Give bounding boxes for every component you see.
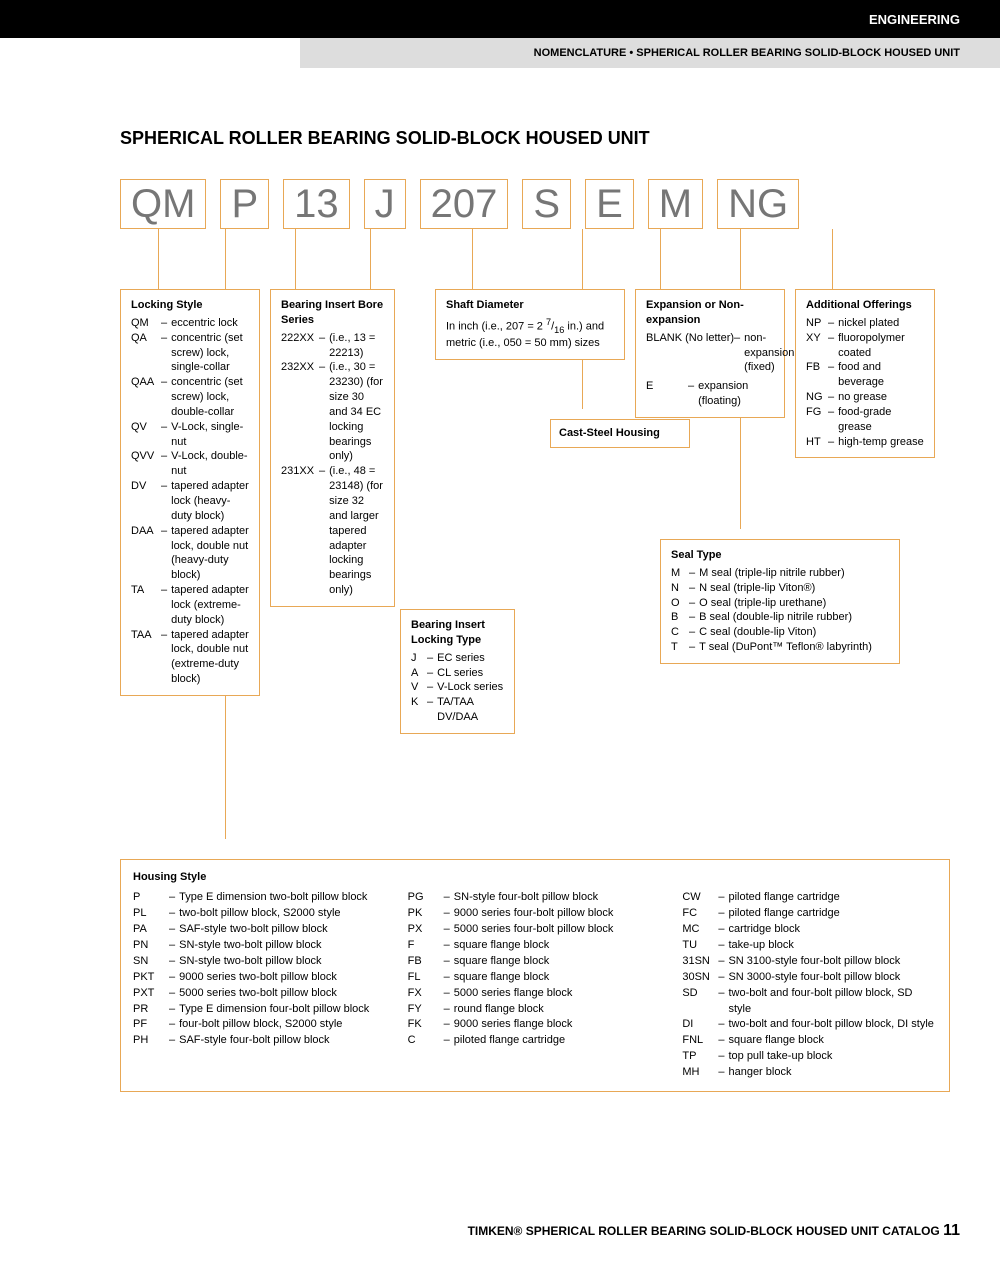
legend-title: Shaft Diameter	[446, 298, 614, 313]
legend-title: Bearing Insert Bore Series	[281, 298, 384, 328]
legend-title: Seal Type	[671, 548, 889, 563]
legend-row: 31SN–SN 3100-style four-bolt pillow bloc…	[682, 954, 937, 970]
legend-row: PH–SAF-style four-bolt pillow block	[133, 1033, 388, 1049]
legend-row: A–CL series	[411, 666, 504, 681]
legend-row: O–O seal (triple-lip urethane)	[671, 596, 889, 611]
legend-row: PN–SN-style two-bolt pillow block	[133, 938, 388, 954]
legend-row: QV–V-Lock, single-nut	[131, 420, 249, 450]
code-box: S	[522, 179, 571, 229]
legend-row: FL–square flange block	[408, 970, 663, 986]
legend-row: PR–Type E dimension four-bolt pillow blo…	[133, 1002, 388, 1018]
legend-row: QM–eccentric lock	[131, 316, 249, 331]
legend-row: PK–9000 series four-bolt pillow block	[408, 906, 663, 922]
page-number: 11	[943, 1222, 960, 1239]
page-footer: TIMKEN® SPHERICAL ROLLER BEARING SOLID-B…	[468, 1222, 960, 1240]
legend-row: FNL–square flange block	[682, 1033, 937, 1049]
legend-row: PF–four-bolt pillow block, S2000 style	[133, 1017, 388, 1033]
code-box: NG	[717, 179, 799, 229]
legend-locking-type: Bearing Insert Locking Type J–EC seriesA…	[400, 609, 515, 734]
code-box: P	[220, 179, 269, 229]
legend-row: PL–two-bolt pillow block, S2000 style	[133, 906, 388, 922]
code-box: 207	[420, 179, 509, 229]
legend-title: Housing Style	[133, 870, 937, 886]
legend-row: T–T seal (DuPont™ Teflon® labyrinth)	[671, 640, 889, 655]
legend-row: FB–food and beverage	[806, 360, 924, 390]
code-box: QM	[120, 179, 206, 229]
legend-row: PG–SN-style four-bolt pillow block	[408, 890, 663, 906]
legend-row: XY–fluoropolymer coated	[806, 331, 924, 361]
legend-row: N–N seal (triple-lip Viton®)	[671, 581, 889, 596]
legend-title: Expansion or Non-expansion	[646, 298, 774, 328]
legend-row: C–C seal (double-lip Viton)	[671, 625, 889, 640]
legend-cast-steel: Cast-Steel Housing	[550, 419, 690, 448]
legend-row: SD–two-bolt and four-bolt pillow block, …	[682, 986, 937, 1018]
legend-row: QVV–V-Lock, double-nut	[131, 449, 249, 479]
legend-row: B–B seal (double-lip nitrile rubber)	[671, 610, 889, 625]
legend-area: Locking Style QM–eccentric lockQA–concen…	[120, 239, 960, 939]
legend-housing-style: Housing Style P–Type E dimension two-bol…	[120, 859, 950, 1092]
legend-row: 222XX–(i.e., 13 = 22213)	[281, 331, 384, 361]
legend-row: C–piloted flange cartridge	[408, 1033, 663, 1049]
code-box: M	[648, 179, 703, 229]
legend-shaft-diameter: Shaft Diameter In inch (i.e., 207 = 2 7/…	[435, 289, 625, 360]
legend-title: Bearing Insert Locking Type	[411, 618, 504, 648]
legend-row: FB–square flange block	[408, 954, 663, 970]
legend-row: MH–hanger block	[682, 1065, 937, 1081]
legend-row: HT–high-temp grease	[806, 435, 924, 450]
legend-row: P–Type E dimension two-bolt pillow block	[133, 890, 388, 906]
legend-row: 232XX–(i.e., 30 = 23230) (for size 30 an…	[281, 360, 384, 464]
legend-row: QA–concentric (set screw) lock, single-c…	[131, 331, 249, 376]
legend-locking-style: Locking Style QM–eccentric lockQA–concen…	[120, 289, 260, 696]
legend-row: PX–5000 series four-bolt pillow block	[408, 922, 663, 938]
header-black-bar: ENGINEERING	[0, 0, 1000, 38]
legend-row: FK–9000 series flange block	[408, 1017, 663, 1033]
header-breadcrumb: NOMENCLATURE • SPHERICAL ROLLER BEARING …	[534, 47, 960, 59]
page-title: SPHERICAL ROLLER BEARING SOLID-BLOCK HOU…	[120, 128, 960, 149]
code-box: E	[585, 179, 634, 229]
legend-row: 231XX–(i.e., 48 = 23148) (for size 32 an…	[281, 464, 384, 598]
legend-row: FX–5000 series flange block	[408, 986, 663, 1002]
footer-text: TIMKEN® SPHERICAL ROLLER BEARING SOLID-B…	[468, 1224, 940, 1238]
nomenclature-code-row: QM P 13 J 207 S E M NG	[120, 179, 960, 229]
code-box: J	[364, 179, 406, 229]
legend-row: MC–cartridge block	[682, 922, 937, 938]
legend-row: TU–take-up block	[682, 938, 937, 954]
legend-title: Locking Style	[131, 298, 249, 313]
legend-row: K–TA/TAA DV/DAA	[411, 695, 504, 725]
legend-row: TA–tapered adapter lock (extreme-duty bl…	[131, 583, 249, 628]
legend-row: FY–round flange block	[408, 1002, 663, 1018]
legend-row: M–M seal (triple-lip nitrile rubber)	[671, 566, 889, 581]
legend-row: V–V-Lock series	[411, 680, 504, 695]
legend-row: J–EC series	[411, 651, 504, 666]
legend-row: 30SN–SN 3000-style four-bolt pillow bloc…	[682, 970, 937, 986]
header-gray-bar: NOMENCLATURE • SPHERICAL ROLLER BEARING …	[300, 38, 1000, 68]
legend-row: PA–SAF-style two-bolt pillow block	[133, 922, 388, 938]
legend-row: FC–piloted flange cartridge	[682, 906, 937, 922]
legend-seal-type: Seal Type M–M seal (triple-lip nitrile r…	[660, 539, 900, 664]
legend-row: F–square flange block	[408, 938, 663, 954]
legend-row: DI–two-bolt and four-bolt pillow block, …	[682, 1017, 937, 1033]
legend-row: CW–piloted flange cartridge	[682, 890, 937, 906]
legend-bore-series: Bearing Insert Bore Series 222XX–(i.e., …	[270, 289, 395, 607]
legend-additional: Additional Offerings NP–nickel platedXY–…	[795, 289, 935, 458]
legend-row: QAA–concentric (set screw) lock, double-…	[131, 375, 249, 420]
legend-row: PKT–9000 series two-bolt pillow block	[133, 970, 388, 986]
legend-title: Additional Offerings	[806, 298, 924, 313]
legend-text: In inch (i.e., 207 = 2 7/16 in.) and met…	[446, 316, 614, 351]
legend-row: DV–tapered adapter lock (heavy-duty bloc…	[131, 479, 249, 524]
legend-row: FG–food-grade grease	[806, 405, 924, 435]
code-box: 13	[283, 179, 350, 229]
legend-title: Cast-Steel Housing	[559, 426, 681, 441]
legend-row: TAA–tapered adapter lock, double nut (ex…	[131, 628, 249, 687]
legend-row: SN–SN-style two-bolt pillow block	[133, 954, 388, 970]
legend-row: PXT–5000 series two-bolt pillow block	[133, 986, 388, 1002]
legend-row: TP–top pull take-up block	[682, 1049, 937, 1065]
legend-row: DAA–tapered adapter lock, double nut (he…	[131, 524, 249, 583]
legend-row: NG–no grease	[806, 390, 924, 405]
legend-expansion: Expansion or Non-expansion BLANK (No let…	[635, 289, 785, 418]
legend-row: NP–nickel plated	[806, 316, 924, 331]
header-category: ENGINEERING	[869, 12, 960, 27]
